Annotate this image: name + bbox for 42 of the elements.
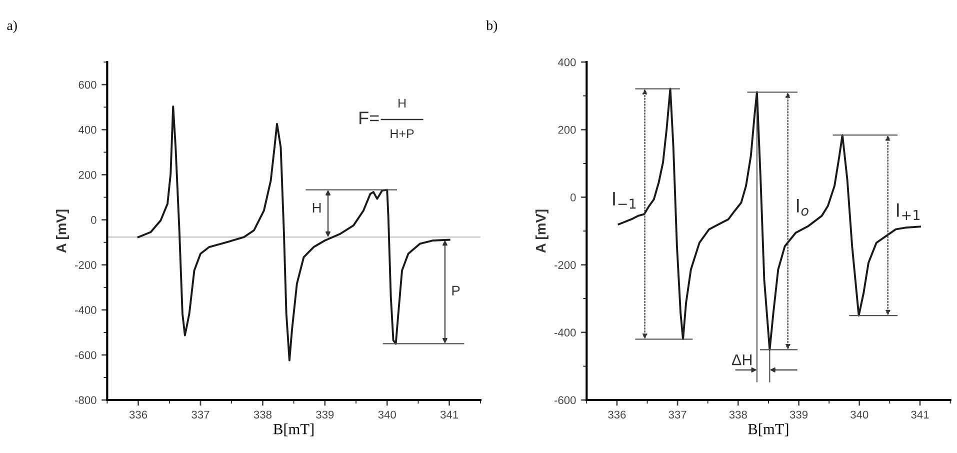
y-tick-label: 0 — [570, 194, 576, 202]
y-tick-label: -400 — [554, 328, 576, 337]
y-axis-title: A [mV] — [56, 210, 69, 253]
y-tick-label: -400 — [75, 306, 96, 314]
annotation: F= — [360, 112, 379, 124]
y-tick-label: -200 — [75, 261, 96, 269]
y-tick-label: 200 — [78, 170, 96, 179]
y-tick-label: -600 — [554, 396, 576, 404]
y-tick-label: -600 — [75, 351, 96, 360]
x-tick-label: 339 — [790, 410, 808, 419]
x-tick-label: 341 — [911, 410, 929, 419]
annotation: H — [398, 98, 406, 108]
x-tick-label: 337 — [192, 410, 210, 419]
y-tick-label: 400 — [78, 126, 96, 134]
x-tick-label: 337 — [668, 410, 686, 419]
y-tick-label: -200 — [554, 261, 576, 269]
y-axis-title: A [mV] — [535, 210, 548, 253]
annotation: I$_{+1}$ — [896, 203, 920, 220]
y-tick-label: 0 — [91, 216, 96, 224]
x-tick-label: 336 — [608, 410, 626, 419]
x-axis-title: B[mT] — [273, 424, 314, 436]
annotation: P — [452, 286, 460, 296]
x-tick-label: 339 — [316, 410, 334, 419]
x-tick-label: 338 — [254, 410, 272, 419]
annotation: H+P — [390, 129, 414, 138]
x-tick-label: 336 — [129, 410, 148, 419]
x-tick-label: 341 — [440, 410, 458, 419]
y-tick-label: 200 — [558, 126, 576, 134]
chart-title: a) — [7, 20, 17, 33]
x-tick-label: 340 — [378, 410, 396, 419]
annotation: H — [312, 202, 321, 213]
annotation: I$_{−1}$ — [613, 192, 636, 209]
x-tick-label: 338 — [729, 410, 747, 419]
ref-line-label: ΔH — [732, 354, 752, 366]
x-axis-title: B[mT] — [748, 424, 788, 436]
y-tick-label: 600 — [78, 80, 96, 89]
x-tick-label: 340 — [850, 410, 868, 419]
y-tick-label: -800 — [75, 396, 96, 404]
annotation: I$_{o}$ — [796, 198, 808, 216]
chart-title: b) — [486, 20, 498, 33]
line-series — [618, 88, 921, 351]
y-tick-label: 400 — [558, 58, 576, 66]
